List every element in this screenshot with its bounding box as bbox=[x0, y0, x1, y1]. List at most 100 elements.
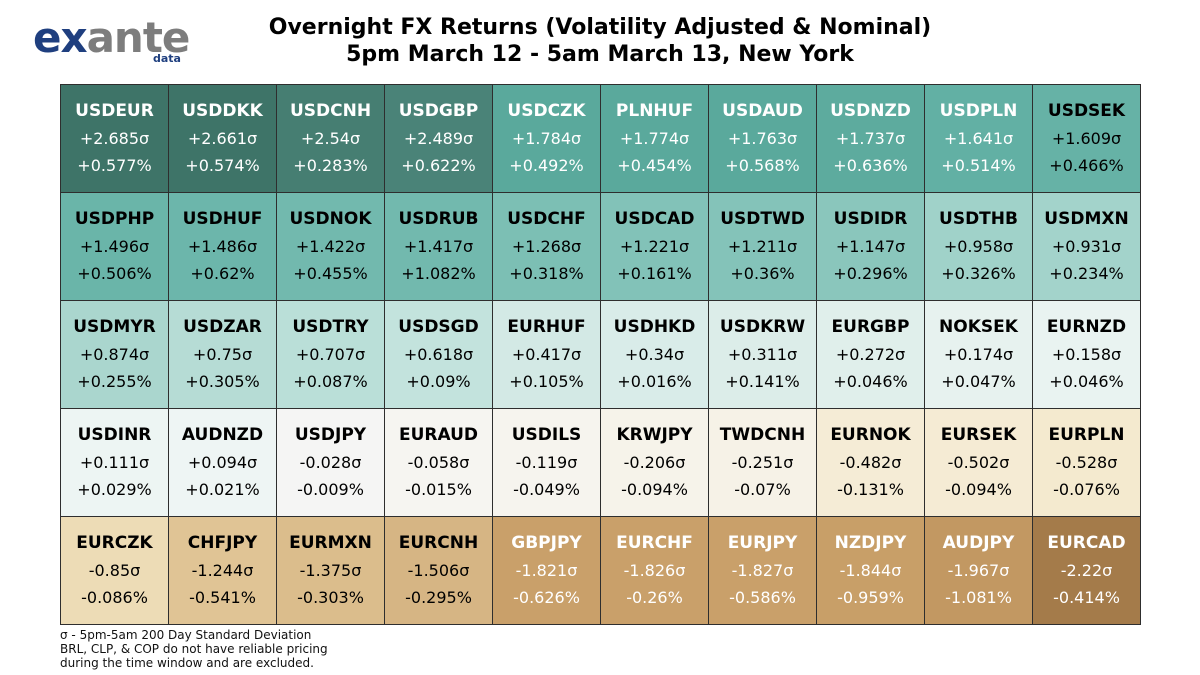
heatmap-cell: USDSEK +1.609σ +0.466% bbox=[1032, 84, 1141, 193]
cell-pair-label: EURSEK bbox=[940, 425, 1017, 445]
cell-sigma-value: -0.502σ bbox=[947, 453, 1010, 472]
cell-pair-label: EURNOK bbox=[830, 425, 911, 445]
chart-title: Overnight FX Returns (Volatility Adjuste… bbox=[268, 15, 932, 40]
cell-percent-value: +0.255% bbox=[77, 372, 152, 391]
cell-sigma-value: -1.821σ bbox=[515, 561, 578, 580]
cell-pair-label: USDTRY bbox=[292, 317, 369, 337]
cell-percent-value: +0.029% bbox=[77, 480, 152, 499]
heatmap-cell: USDNOK +1.422σ +0.455% bbox=[276, 192, 385, 301]
cell-sigma-value: -1.826σ bbox=[623, 561, 686, 580]
heatmap-cell: USDSGD +0.618σ +0.09% bbox=[384, 300, 493, 409]
heatmap-cell: EURPLN -0.528σ -0.076% bbox=[1032, 408, 1141, 517]
heatmap-cell: EURCAD -2.22σ -0.414% bbox=[1032, 516, 1141, 625]
heatmap-cell: USDDKK +2.661σ +0.574% bbox=[168, 84, 277, 193]
heatmap-cell: EURAUD -0.058σ -0.015% bbox=[384, 408, 493, 517]
heatmap-cell: USDGBP +2.489σ +0.622% bbox=[384, 84, 493, 193]
cell-percent-value: -0.015% bbox=[405, 480, 472, 499]
cell-sigma-value: +0.094σ bbox=[187, 453, 258, 472]
cell-percent-value: +0.283% bbox=[293, 156, 368, 175]
fx-heatmap-grid: USDEUR +2.685σ +0.577% USDDKK +2.661σ +0.574%… bbox=[60, 84, 1141, 625]
cell-percent-value: +0.514% bbox=[941, 156, 1016, 175]
cell-percent-value: -0.303% bbox=[297, 588, 364, 607]
cell-percent-value: +0.466% bbox=[1049, 156, 1124, 175]
cell-sigma-value: -0.251σ bbox=[731, 453, 794, 472]
heatmap-cell: CHFJPY -1.244σ -0.541% bbox=[168, 516, 277, 625]
cell-sigma-value: +0.75σ bbox=[192, 345, 253, 364]
cell-sigma-value: -2.22σ bbox=[1060, 561, 1113, 580]
heatmap-cell: EURNZD +0.158σ +0.046% bbox=[1032, 300, 1141, 409]
cell-percent-value: -0.009% bbox=[297, 480, 364, 499]
cell-pair-label: USDHUF bbox=[182, 209, 263, 229]
cell-sigma-value: +1.221σ bbox=[619, 237, 690, 256]
cell-pair-label: USDJPY bbox=[294, 425, 367, 445]
heatmap-cell: NZDJPY -1.844σ -0.959% bbox=[816, 516, 925, 625]
heatmap-cell: GBPJPY -1.821σ -0.626% bbox=[492, 516, 601, 625]
cell-sigma-value: +0.931σ bbox=[1051, 237, 1122, 256]
cell-pair-label: USDSEK bbox=[1047, 101, 1126, 121]
cell-sigma-value: -1.827σ bbox=[731, 561, 794, 580]
exante-logo: exante data bbox=[33, 14, 190, 66]
cell-sigma-value: -1.375σ bbox=[299, 561, 362, 580]
cell-pair-label: USDTWD bbox=[720, 209, 805, 229]
cell-pair-label: EURGBP bbox=[831, 317, 910, 337]
heatmap-cell: EURNOK -0.482σ -0.131% bbox=[816, 408, 925, 517]
cell-pair-label: NOKSEK bbox=[939, 317, 1018, 337]
footnote-line-3: during the time window and are excluded. bbox=[60, 656, 314, 670]
cell-percent-value: +0.492% bbox=[509, 156, 584, 175]
logo-ex: ex bbox=[33, 13, 88, 62]
cell-pair-label: CHFJPY bbox=[187, 533, 258, 553]
heatmap-cell: EURCNH -1.506σ -0.295% bbox=[384, 516, 493, 625]
cell-pair-label: USDKRW bbox=[719, 317, 806, 337]
cell-percent-value: +0.62% bbox=[190, 264, 255, 283]
heatmap-cell: USDJPY -0.028σ -0.009% bbox=[276, 408, 385, 517]
cell-sigma-value: +0.174σ bbox=[943, 345, 1014, 364]
cell-percent-value: -0.049% bbox=[513, 480, 580, 499]
logo-wordmark: exante bbox=[33, 13, 190, 62]
heatmap-cell: USDKRW +0.311σ +0.141% bbox=[708, 300, 817, 409]
cell-sigma-value: -0.119σ bbox=[515, 453, 578, 472]
heatmap-cell: USDINR +0.111σ +0.029% bbox=[60, 408, 169, 517]
cell-pair-label: AUDJPY bbox=[942, 533, 1015, 553]
cell-pair-label: USDHKD bbox=[613, 317, 696, 337]
cell-percent-value: +0.636% bbox=[833, 156, 908, 175]
heatmap-cell: USDMYR +0.874σ +0.255% bbox=[60, 300, 169, 409]
cell-sigma-value: +1.641σ bbox=[943, 129, 1014, 148]
heatmap-cell: EURHUF +0.417σ +0.105% bbox=[492, 300, 601, 409]
cell-percent-value: -0.295% bbox=[405, 588, 472, 607]
heatmap-cell: USDHUF +1.486σ +0.62% bbox=[168, 192, 277, 301]
heatmap-cell: EURMXN -1.375σ -0.303% bbox=[276, 516, 385, 625]
cell-pair-label: EURPLN bbox=[1048, 425, 1125, 445]
heatmap-cell: USDPHP +1.496σ +0.506% bbox=[60, 192, 169, 301]
cell-percent-value: -0.959% bbox=[837, 588, 904, 607]
cell-pair-label: USDPHP bbox=[74, 209, 155, 229]
heatmap-cell: USDEUR +2.685σ +0.577% bbox=[60, 84, 169, 193]
heatmap-cell: EURJPY -1.827σ -0.586% bbox=[708, 516, 817, 625]
cell-sigma-value: +0.707σ bbox=[295, 345, 366, 364]
heatmap-cell: USDHKD +0.34σ +0.016% bbox=[600, 300, 709, 409]
cell-pair-label: USDTHB bbox=[939, 209, 1018, 229]
heatmap-cell: EURGBP +0.272σ +0.046% bbox=[816, 300, 925, 409]
cell-percent-value: +0.234% bbox=[1049, 264, 1124, 283]
cell-pair-label: PLNHUF bbox=[615, 101, 694, 121]
cell-pair-label: EURCAD bbox=[1047, 533, 1126, 553]
heatmap-cell: USDTRY +0.707σ +0.087% bbox=[276, 300, 385, 409]
cell-percent-value: +0.455% bbox=[293, 264, 368, 283]
logo-sub: data bbox=[153, 52, 181, 65]
cell-percent-value: -0.076% bbox=[1053, 480, 1120, 499]
cell-pair-label: USDCNH bbox=[289, 101, 372, 121]
cell-sigma-value: +0.417σ bbox=[511, 345, 582, 364]
cell-sigma-value: -0.482σ bbox=[839, 453, 902, 472]
cell-percent-value: +1.082% bbox=[401, 264, 476, 283]
cell-percent-value: +0.305% bbox=[185, 372, 260, 391]
cell-sigma-value: +0.874σ bbox=[79, 345, 150, 364]
cell-percent-value: -0.541% bbox=[189, 588, 256, 607]
cell-percent-value: +0.161% bbox=[617, 264, 692, 283]
cell-percent-value: +0.046% bbox=[833, 372, 908, 391]
cell-percent-value: +0.141% bbox=[725, 372, 800, 391]
cell-sigma-value: +0.618σ bbox=[403, 345, 474, 364]
footnote-line-1: σ - 5pm-5am 200 Day Standard Deviation bbox=[60, 628, 312, 642]
heatmap-cell: USDILS -0.119σ -0.049% bbox=[492, 408, 601, 517]
cell-sigma-value: +1.211σ bbox=[727, 237, 798, 256]
heatmap-cell: USDCNH +2.54σ +0.283% bbox=[276, 84, 385, 193]
cell-pair-label: EURCHF bbox=[616, 533, 693, 553]
